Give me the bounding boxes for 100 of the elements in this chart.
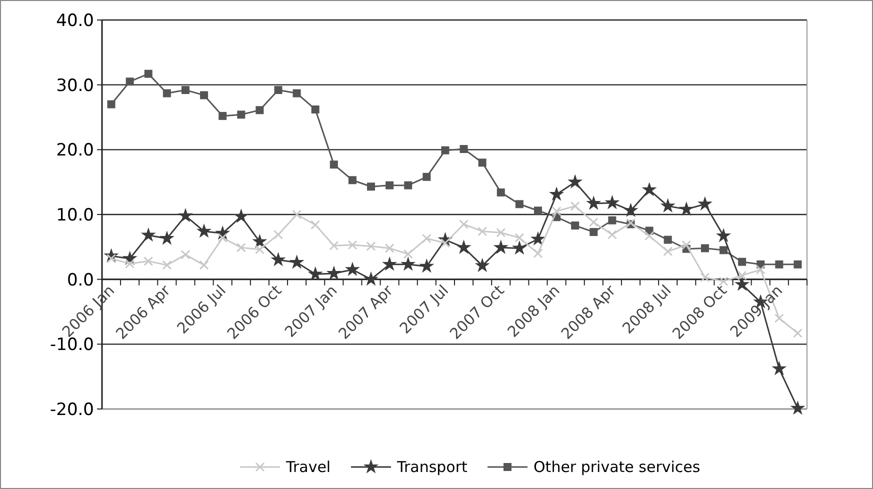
point (274, 86, 282, 94)
point (700, 272, 710, 282)
point (348, 240, 358, 250)
point (790, 400, 806, 415)
point (181, 86, 190, 94)
point (496, 228, 506, 238)
point (422, 172, 431, 181)
point (590, 228, 598, 236)
point (366, 242, 376, 252)
point (756, 264, 766, 274)
point (534, 206, 542, 215)
y-tick-label: 40.0 (56, 11, 94, 31)
point (419, 258, 434, 273)
point (716, 228, 732, 242)
point (456, 240, 472, 254)
point (107, 100, 116, 108)
point (200, 91, 208, 100)
point (663, 246, 673, 256)
point (678, 201, 694, 216)
point (496, 188, 505, 196)
point (254, 244, 264, 254)
point (403, 249, 413, 259)
point (310, 220, 320, 230)
point (515, 200, 524, 208)
point (234, 208, 249, 223)
point (608, 216, 616, 224)
point (218, 233, 228, 243)
point (125, 259, 135, 269)
point (552, 206, 562, 216)
point (178, 208, 193, 222)
point (329, 240, 339, 250)
point (344, 262, 360, 276)
point (422, 234, 432, 244)
point (162, 89, 171, 98)
point (404, 181, 412, 190)
point (738, 258, 746, 266)
point (571, 222, 580, 230)
point (642, 182, 657, 196)
point (568, 174, 583, 188)
point (180, 250, 190, 260)
point (794, 260, 802, 268)
point (792, 328, 802, 338)
point (199, 260, 209, 270)
point (218, 112, 227, 120)
point (570, 201, 580, 211)
point (774, 313, 784, 323)
y-tick-label: 0.0 (66, 270, 94, 290)
point (604, 194, 620, 210)
point (196, 223, 212, 238)
point (236, 242, 246, 252)
point (623, 202, 638, 217)
y-tick-label: 20.0 (56, 140, 94, 161)
point (775, 260, 784, 268)
point (720, 246, 728, 254)
point (718, 276, 728, 286)
point (144, 70, 152, 78)
point (256, 106, 264, 114)
point (159, 230, 174, 245)
y-tick-label: 10.0 (56, 206, 94, 226)
point (311, 105, 320, 114)
y-tick-label: 30.0 (56, 76, 94, 96)
point (400, 256, 416, 271)
point (460, 145, 468, 154)
point (364, 271, 379, 286)
point (382, 256, 398, 271)
point (697, 196, 712, 211)
y-tick-label: -20.0 (50, 400, 94, 420)
point (144, 256, 154, 266)
point (586, 196, 602, 210)
point (514, 233, 524, 243)
point (386, 181, 394, 190)
point (664, 236, 672, 244)
point (530, 231, 546, 246)
point (126, 78, 134, 86)
point (493, 240, 508, 254)
point (289, 254, 304, 269)
point (644, 231, 654, 241)
point (308, 266, 323, 281)
point (367, 182, 376, 191)
point (348, 176, 356, 184)
point (549, 186, 564, 201)
point (330, 160, 338, 169)
point (478, 158, 486, 167)
point (734, 276, 750, 291)
point (682, 240, 692, 250)
point (237, 110, 246, 119)
point (700, 244, 709, 252)
point (441, 146, 450, 154)
point (533, 248, 543, 258)
point (459, 219, 469, 229)
point (478, 226, 488, 236)
point (292, 210, 302, 220)
point (270, 252, 286, 266)
point (140, 227, 156, 242)
point (512, 240, 527, 255)
legend-label: Transport (396, 458, 468, 476)
point (326, 266, 342, 280)
point (737, 270, 747, 280)
legend-label: Travel (285, 458, 331, 476)
legend-label: Other private services (534, 458, 700, 476)
